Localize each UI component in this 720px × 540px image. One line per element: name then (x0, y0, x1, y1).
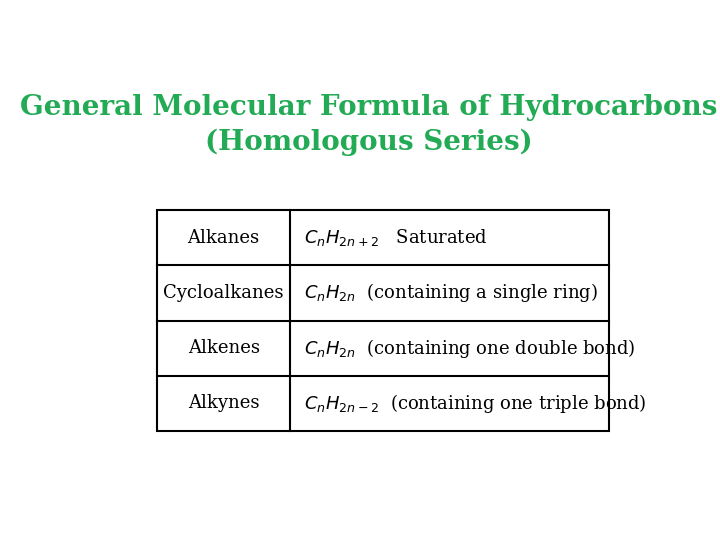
Text: Cycloalkanes: Cycloalkanes (163, 284, 284, 302)
Bar (157, 210, 609, 431)
Text: General Molecular Formula of Hydrocarbons
(Homologous Series): General Molecular Formula of Hydrocarbon… (20, 94, 718, 156)
Text: Alkenes: Alkenes (188, 339, 260, 357)
Text: $C_nH_{2n+2}$   Saturated: $C_nH_{2n+2}$ Saturated (305, 227, 488, 248)
Text: Alkynes: Alkynes (188, 394, 259, 412)
Text: $C_nH_{2n}$  (containing one double bond): $C_nH_{2n}$ (containing one double bond) (305, 336, 636, 360)
Text: $C_nH_{2n-2}$  (containing one triple bond): $C_nH_{2n-2}$ (containing one triple bon… (305, 392, 647, 415)
Text: Alkanes: Alkanes (188, 229, 260, 247)
Text: $C_nH_{2n}$  (containing a single ring): $C_nH_{2n}$ (containing a single ring) (305, 281, 598, 305)
